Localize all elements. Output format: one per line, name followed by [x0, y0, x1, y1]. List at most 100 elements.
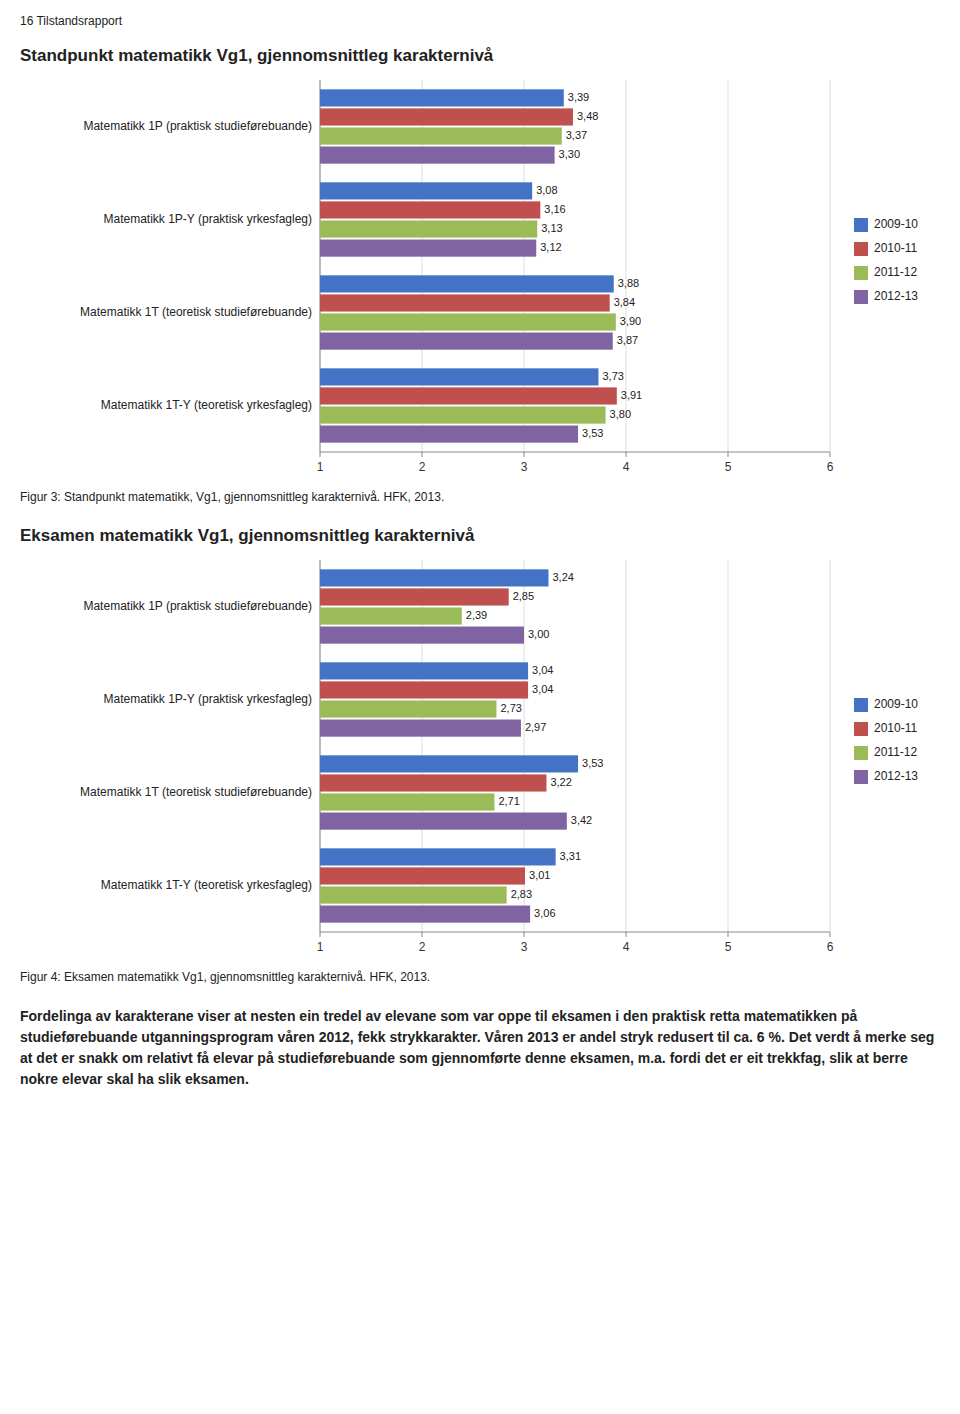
tick-mark	[320, 932, 321, 937]
grid-line	[830, 560, 831, 932]
category-label: Matematikk 1T (teoretisk studieførebuand…	[80, 785, 312, 799]
data-label: 3,22	[550, 776, 571, 788]
bar	[320, 275, 614, 292]
data-label: 3,37	[566, 129, 587, 141]
bar	[320, 147, 555, 164]
data-label: 2,73	[500, 702, 521, 714]
data-label: 2,71	[498, 795, 519, 807]
tick-label: 6	[827, 940, 834, 954]
data-label: 3,24	[552, 571, 573, 583]
legend-swatch	[854, 698, 868, 712]
bar	[320, 607, 462, 624]
bar	[320, 662, 528, 679]
bar	[320, 793, 494, 810]
data-label: 2,39	[466, 609, 487, 621]
data-label: 3,12	[540, 241, 561, 253]
grid-line	[728, 80, 729, 452]
bar	[320, 681, 528, 698]
bar	[320, 240, 536, 257]
x-axis-line	[320, 932, 830, 933]
category-label: Matematikk 1P (praktisk studieførebuande…	[83, 599, 312, 613]
category-label: Matematikk 1T (teoretisk studieførebuand…	[80, 305, 312, 319]
legend-label: 2011-12	[874, 265, 917, 279]
legend-swatch	[854, 266, 868, 280]
legend-swatch	[854, 770, 868, 784]
bar	[320, 813, 567, 830]
data-label: 3,06	[534, 907, 555, 919]
tick-label: 6	[827, 460, 834, 474]
legend-label: 2012-13	[874, 769, 918, 783]
data-label: 3,08	[536, 184, 557, 196]
chart-title: Standpunkt matematikk Vg1, gjennomsnittl…	[20, 46, 940, 66]
tick-label: 3	[521, 940, 528, 954]
grid-line	[626, 560, 627, 932]
legend-label: 2010-11	[874, 241, 917, 255]
chart-title: Eksamen matematikk Vg1, gjennomsnittleg …	[20, 526, 940, 546]
data-label: 3,53	[582, 427, 603, 439]
data-label: 3,48	[577, 110, 598, 122]
bar	[320, 387, 617, 404]
legend-label: 2009-10	[874, 217, 918, 231]
category-label: Matematikk 1T-Y (teoretisk yrkesfagleg)	[101, 398, 312, 412]
tick-mark	[626, 932, 627, 937]
bar	[320, 294, 610, 311]
bar	[320, 906, 530, 923]
data-label: 2,97	[525, 721, 546, 733]
chart: 123456Matematikk 1P (praktisk studieføre…	[20, 552, 940, 962]
tick-mark	[830, 932, 831, 937]
tick-mark	[422, 452, 423, 457]
bar	[320, 127, 562, 144]
data-label: 3,80	[610, 408, 631, 420]
legend-swatch	[854, 722, 868, 736]
data-label: 3,53	[582, 757, 603, 769]
data-label: 3,88	[618, 277, 639, 289]
tick-mark	[728, 932, 729, 937]
bars	[320, 89, 617, 442]
bar	[320, 700, 496, 717]
data-label: 3,42	[571, 814, 592, 826]
tick-label: 2	[419, 940, 426, 954]
data-label: 3,01	[529, 869, 550, 881]
tick-mark	[524, 452, 525, 457]
chart-caption: Figur 3: Standpunkt matematikk, Vg1, gje…	[20, 490, 940, 504]
tick-mark	[320, 452, 321, 457]
tick-label: 1	[317, 940, 324, 954]
tick-label: 3	[521, 460, 528, 474]
bar	[320, 720, 521, 737]
bar	[320, 182, 532, 199]
bar	[320, 201, 540, 218]
data-label: 3,13	[541, 222, 562, 234]
bar	[320, 406, 606, 423]
legend-label: 2011-12	[874, 745, 917, 759]
data-label: 3,00	[528, 628, 549, 640]
category-label: Matematikk 1P-Y (praktisk yrkesfagleg)	[103, 212, 312, 226]
tick-label: 2	[419, 460, 426, 474]
tick-label: 1	[317, 460, 324, 474]
data-label: 3,91	[621, 389, 642, 401]
tick-label: 5	[725, 940, 732, 954]
data-labels: 3,393,083,883,733,483,163,843,913,373,13…	[536, 91, 642, 439]
data-label: 2,83	[511, 888, 532, 900]
category-label: Matematikk 1P-Y (praktisk yrkesfagleg)	[103, 692, 312, 706]
bar	[320, 89, 564, 106]
data-label: 3,39	[568, 91, 589, 103]
data-label: 3,30	[559, 148, 580, 160]
data-label: 3,31	[560, 850, 581, 862]
bar	[320, 333, 613, 350]
bar	[320, 886, 507, 903]
data-labels: 3,243,043,533,312,853,043,223,012,392,73…	[466, 571, 604, 919]
bar	[320, 774, 546, 791]
tick-label: 4	[623, 460, 630, 474]
tick-mark	[626, 452, 627, 457]
grid-line	[830, 80, 831, 452]
data-label: 3,04	[532, 664, 553, 676]
bar	[320, 313, 616, 330]
bar	[320, 755, 578, 772]
tick-mark	[422, 932, 423, 937]
data-label: 3,87	[617, 334, 638, 346]
data-label: 3,84	[614, 296, 635, 308]
legend-label: 2009-10	[874, 697, 918, 711]
legend-label: 2012-13	[874, 289, 918, 303]
x-axis-line	[320, 452, 830, 453]
category-label: Matematikk 1P (praktisk studieførebuande…	[83, 119, 312, 133]
